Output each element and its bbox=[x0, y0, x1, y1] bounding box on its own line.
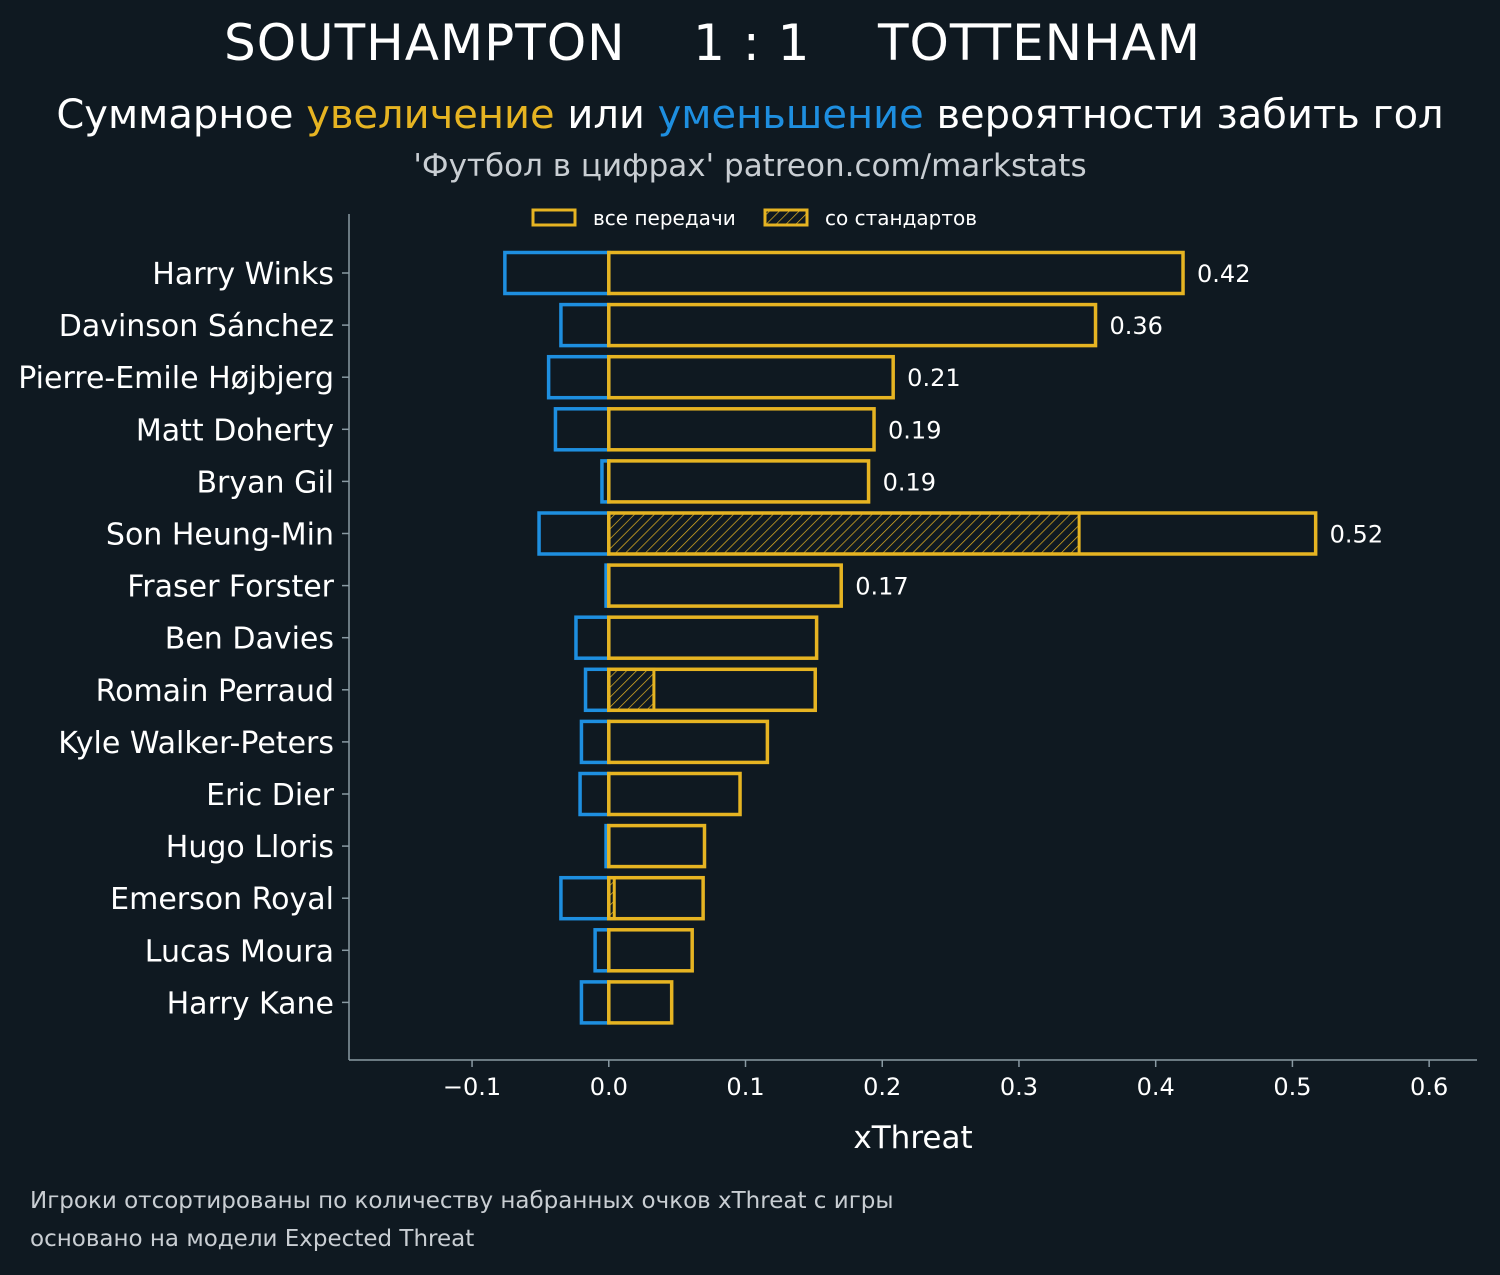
bar-negative bbox=[579, 719, 611, 765]
x-tick-label: 0.3 bbox=[1000, 1073, 1038, 1101]
bar-positive bbox=[607, 771, 742, 817]
player-row: 0.36 bbox=[559, 302, 1163, 348]
value-label: 0.52 bbox=[1330, 521, 1383, 549]
y-tick-label: Harry Kane bbox=[167, 986, 334, 1021]
player-row bbox=[559, 875, 705, 921]
bar-positive bbox=[607, 302, 1098, 348]
y-tick-label: Emerson Royal bbox=[110, 882, 334, 917]
bar-positive bbox=[607, 980, 674, 1025]
player-row bbox=[578, 771, 742, 817]
player-row bbox=[604, 823, 707, 869]
bar-positive bbox=[607, 875, 705, 921]
x-tick-label: 0.1 bbox=[726, 1073, 764, 1101]
legend-item: со стандартов bbox=[763, 206, 977, 230]
y-tick-label: Harry Winks bbox=[152, 257, 334, 292]
credit-line: 'Футбол в цифрах' patreon.com/markstats bbox=[413, 148, 1087, 184]
x-tick-label: 0.4 bbox=[1137, 1073, 1175, 1101]
bar-positive bbox=[607, 719, 770, 765]
bar-positive bbox=[607, 354, 895, 400]
value-label: 0.42 bbox=[1197, 260, 1250, 288]
legend-label: все передачи bbox=[593, 206, 736, 230]
legend-item: все передачи bbox=[531, 206, 736, 230]
value-label: 0.36 bbox=[1110, 312, 1163, 340]
bar-positive bbox=[607, 459, 871, 504]
bar-positive bbox=[607, 563, 843, 608]
x-axis-label: xThreat bbox=[853, 1120, 972, 1156]
bar-positive bbox=[607, 615, 819, 660]
subtitle-part-1: Суммарное bbox=[56, 92, 307, 138]
chart-subtitle: Суммарное увеличение или уменьшение веро… bbox=[0, 92, 1500, 138]
bar-negative bbox=[546, 354, 611, 400]
player-row: 0.17 bbox=[604, 563, 909, 608]
y-tick-label: Eric Dier bbox=[206, 778, 335, 813]
value-label: 0.19 bbox=[888, 416, 941, 444]
y-tick-label: Ben Davies bbox=[165, 622, 334, 657]
player-row bbox=[579, 719, 770, 765]
bar-negative bbox=[578, 771, 611, 817]
x-tick-label: 0.6 bbox=[1410, 1073, 1448, 1101]
player-row bbox=[593, 928, 694, 973]
player-row bbox=[574, 615, 819, 660]
y-tick-label: Pierre-Emile Højbjerg bbox=[18, 361, 334, 396]
bar-positive bbox=[607, 667, 817, 713]
legend-swatch bbox=[763, 208, 809, 227]
footer-note-model: основано на модели Expected Threat bbox=[30, 1226, 475, 1252]
subtitle-part-3: или bbox=[554, 92, 658, 138]
y-tick-label: Bryan Gil bbox=[196, 465, 334, 500]
bar-negative bbox=[579, 980, 611, 1025]
y-tick-label: Romain Perraud bbox=[96, 674, 334, 709]
subtitle-increase: увеличение bbox=[306, 92, 555, 138]
x-tick-label: −0.1 bbox=[443, 1073, 501, 1101]
y-tick-label: Kyle Walker-Peters bbox=[58, 726, 334, 761]
bar-positive bbox=[607, 511, 1318, 556]
player-row: 0.52 bbox=[537, 511, 1383, 556]
bar-set-piece bbox=[607, 511, 1081, 556]
x-tick-label: 0.2 bbox=[863, 1073, 901, 1101]
y-tick-label: Hugo Lloris bbox=[166, 830, 334, 865]
value-label: 0.17 bbox=[855, 573, 908, 601]
player-row bbox=[583, 667, 817, 713]
y-tick-label: Davinson Sánchez bbox=[59, 309, 334, 344]
bar-positive bbox=[607, 407, 876, 452]
bar-negative bbox=[553, 407, 611, 452]
y-tick-label: Son Heung-Min bbox=[106, 518, 334, 553]
player-row: 0.42 bbox=[503, 250, 1250, 296]
player-row: 0.19 bbox=[553, 407, 941, 452]
legend-label: со стандартов bbox=[825, 206, 977, 230]
subtitle-decrease: уменьшение bbox=[657, 92, 924, 138]
player-row: 0.21 bbox=[546, 354, 961, 400]
value-label: 0.19 bbox=[883, 468, 936, 496]
bar-negative bbox=[583, 667, 611, 713]
bar-positive bbox=[607, 823, 707, 869]
bar-positive bbox=[607, 928, 694, 973]
bar-negative bbox=[537, 511, 611, 556]
x-tick-label: 0.0 bbox=[590, 1073, 628, 1101]
value-label: 0.21 bbox=[907, 364, 960, 392]
y-tick-label: Lucas Moura bbox=[145, 934, 334, 969]
bar-positive bbox=[607, 250, 1185, 296]
footer-note-sorting: Игроки отсортированы по количеству набра… bbox=[30, 1188, 894, 1214]
bar-negative bbox=[593, 928, 611, 973]
subtitle-part-5: вероятности забить гол bbox=[923, 92, 1444, 138]
bar-negative bbox=[574, 615, 611, 660]
legend-swatch bbox=[531, 208, 577, 227]
y-tick-label: Matt Doherty bbox=[136, 413, 334, 448]
bar-set-piece bbox=[607, 667, 656, 712]
bar-negative bbox=[559, 302, 611, 348]
player-row: 0.19 bbox=[600, 459, 936, 504]
bar-negative bbox=[503, 250, 611, 296]
bar-negative bbox=[559, 875, 611, 921]
player-row bbox=[579, 980, 674, 1025]
match-title: SOUTHAMPTON 1 : 1 TOTTENHAM bbox=[223, 14, 1202, 72]
x-tick-label: 0.5 bbox=[1273, 1073, 1311, 1101]
y-tick-label: Fraser Forster bbox=[127, 570, 334, 605]
